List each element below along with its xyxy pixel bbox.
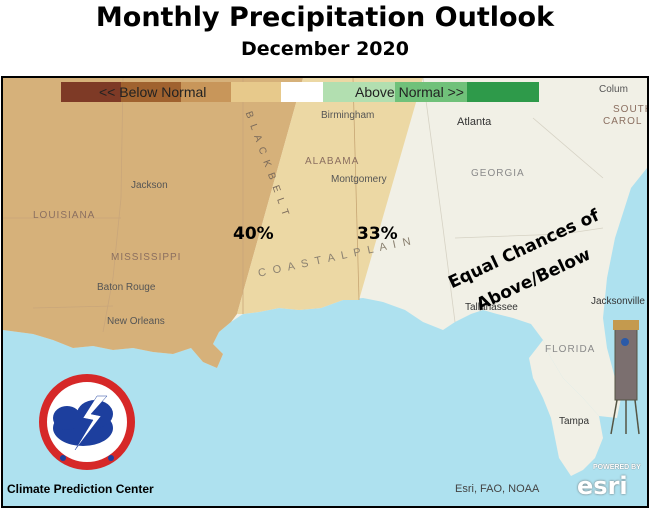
below-33-region [237,78,423,314]
place-tallahassee: Tallahassee [465,302,518,313]
florida-peninsula [529,340,603,476]
legend-above-label: Above Normal >> [355,84,464,100]
legend-swatch-1 [61,82,121,102]
rain-gauge-icon [610,320,640,435]
esri-logo: esri [577,472,628,500]
legend-bar [61,82,539,102]
place-montgomery: Montgomery [331,174,387,185]
legend-swatch-8 [467,82,539,102]
state-florida: FLORIDA [545,344,596,355]
esri-powered-by: POWERED BY [593,464,641,471]
place-birmingham: Birmingham [321,110,375,121]
legend-swatch-4 [231,82,281,102]
map-canvas[interactable] [3,78,647,506]
page-title: Monthly Precipitation Outlook [95,2,555,33]
legend-swatch-7 [395,82,467,102]
state-south-carolina-2: CAROL [603,116,643,127]
state-georgia: GEORGIA [471,168,525,179]
place-baton-rouge: Baton Rouge [97,282,156,293]
map-frame[interactable]: << Below Normal Above Normal >> Birmingh… [1,76,649,508]
place-jacksonville: Jacksonville [591,296,645,307]
state-alabama: ALABAMA [305,156,360,167]
state-louisiana: LOUISIANA [33,210,96,221]
place-tampa: Tampa [559,416,590,427]
legend-below-label: << Below Normal [99,84,207,100]
cpc-label: Climate Prediction Center [7,482,154,496]
nws-logo [39,374,135,470]
below-40-region [3,78,303,368]
legend-swatch-5 [281,82,323,102]
map-attribution: Esri, FAO, NOAA [455,483,540,495]
place-columbia: Colum [599,84,628,95]
place-jackson: Jackson [131,180,168,191]
place-new-orleans: New Orleans [107,316,165,327]
below-40-label: 40% [233,224,274,244]
below-33-label: 33% [357,224,398,244]
page-subtitle: December 2020 [241,38,409,60]
state-south-carolina-1: SOUTH [613,104,649,115]
legend-swatch-2 [121,82,181,102]
legend-swatch-3 [181,82,231,102]
legend-swatch-6 [323,82,395,102]
state-mississippi: MISSISSIPPI [111,252,182,263]
place-atlanta: Atlanta [457,116,492,128]
